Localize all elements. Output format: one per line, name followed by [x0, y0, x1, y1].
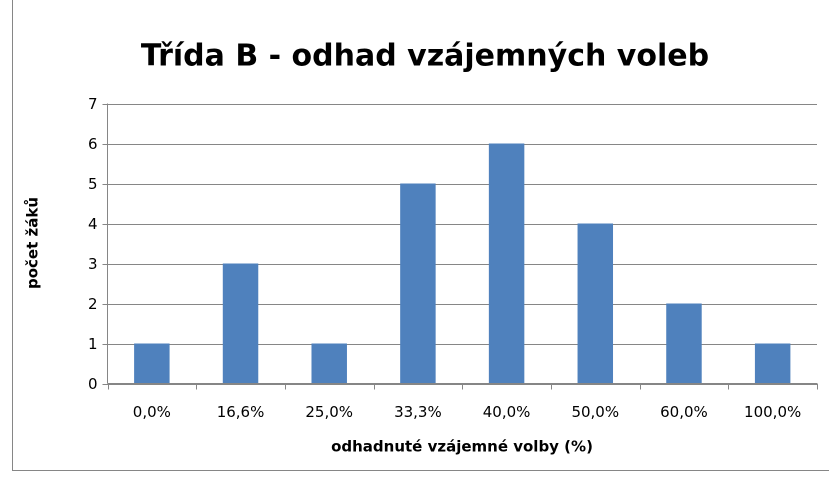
y-tick-label: 3 — [88, 255, 98, 273]
x-tick-label: 33,3% — [394, 403, 442, 421]
y-tick-label: 2 — [88, 295, 98, 313]
y-axis-label: počet žáků — [24, 197, 42, 289]
x-tick-label: 100,0% — [744, 403, 801, 421]
chart-border — [12, 0, 829, 471]
x-tick-label: 25,0% — [305, 403, 353, 421]
bar — [134, 343, 170, 384]
bar — [577, 223, 614, 384]
x-tick-label: 60,0% — [660, 403, 708, 421]
y-tick-label: 7 — [88, 95, 98, 113]
x-axis-label: odhadnuté vzájemné volby (%) — [331, 438, 593, 456]
bar — [488, 143, 525, 384]
bar — [400, 183, 436, 384]
bar — [222, 263, 259, 384]
y-tick-label: 4 — [88, 215, 98, 233]
y-tick-label: 0 — [88, 375, 98, 393]
x-tick-label: 40,0% — [483, 403, 531, 421]
x-tick-label: 0,0% — [133, 403, 171, 421]
y-tick-label: 1 — [88, 335, 98, 353]
chart-title: Třída B - odhad vzájemných voleb — [141, 39, 709, 74]
bar — [311, 343, 347, 384]
y-tick-label: 5 — [88, 175, 98, 193]
x-tick-label: 50,0% — [571, 403, 619, 421]
bar — [666, 303, 702, 384]
x-tick-label: 16,6% — [217, 403, 265, 421]
y-tick-label: 6 — [88, 135, 98, 153]
bar — [754, 343, 791, 384]
